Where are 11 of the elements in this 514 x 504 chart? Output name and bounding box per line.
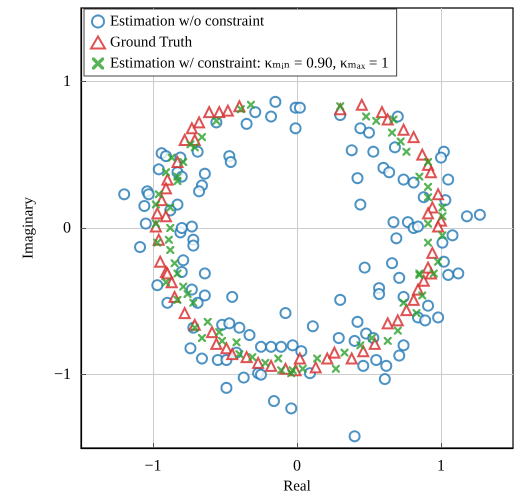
x-tick-label: 0 bbox=[293, 458, 301, 474]
x-tick-label: 1 bbox=[437, 458, 445, 474]
x-tick-label: −1 bbox=[144, 458, 162, 474]
y-tick-label: 0 bbox=[63, 220, 71, 236]
y-axis-title: Imaginary bbox=[20, 196, 36, 259]
y-tick-label: 1 bbox=[63, 72, 71, 90]
x-axis-title: Real bbox=[283, 478, 311, 494]
legend-label: Ground Truth bbox=[110, 34, 193, 50]
legend-label: Estimation w/o constraint bbox=[110, 14, 265, 30]
y-tick-label: −1 bbox=[54, 366, 71, 384]
legend-label: Estimation w/ constraint: κₘᵢₙ = 0.90, κₘₐₓ = 1 bbox=[110, 56, 389, 72]
